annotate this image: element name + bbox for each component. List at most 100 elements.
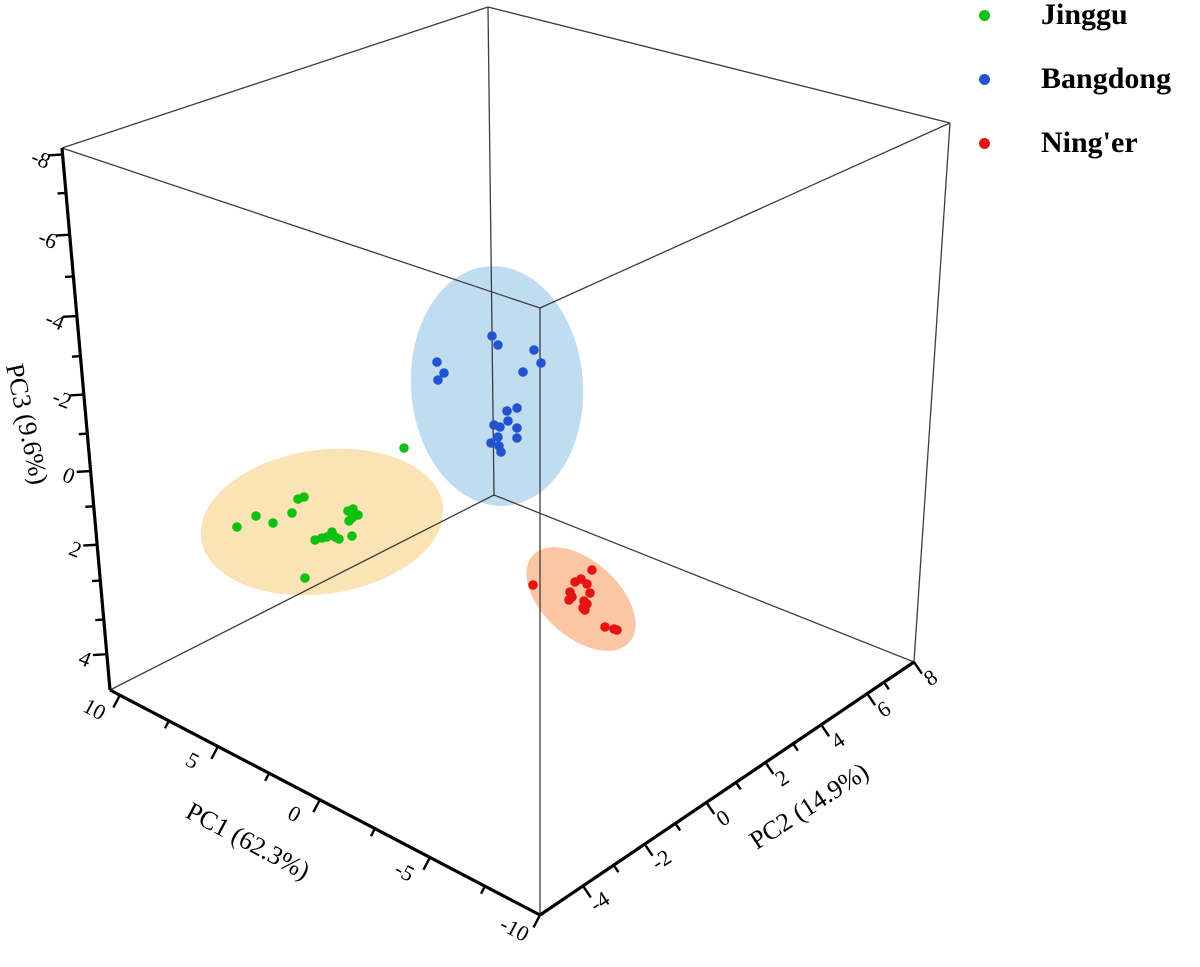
pc1-minor-tick xyxy=(479,885,487,895)
pc2-major-tick xyxy=(705,801,716,815)
pc3-axis xyxy=(60,147,112,691)
pc2-major-tick xyxy=(764,761,775,775)
pc2-minor-tick xyxy=(883,681,890,690)
data-point-bangdong xyxy=(433,375,443,385)
data-point-bangdong xyxy=(439,368,449,378)
pc2-minor-tick xyxy=(612,864,620,873)
data-point-jinggu xyxy=(300,573,310,583)
pc3-major-tick xyxy=(55,233,70,237)
data-point-ninger xyxy=(600,622,610,632)
pc3-tick-label: 0 xyxy=(59,462,79,489)
pc1-tick-label: 5 xyxy=(182,747,203,774)
data-point-jinggu xyxy=(232,522,242,532)
pc3-minor-tick xyxy=(57,191,67,195)
pc2-major-tick xyxy=(913,661,923,675)
pc1-tick-label: -10 xyxy=(496,911,534,947)
data-point-bangdong xyxy=(496,447,506,457)
pc1-minor-tick xyxy=(264,772,271,782)
cluster-ellipse-jinggu xyxy=(200,448,444,596)
data-point-bangdong xyxy=(536,358,546,368)
pc3-minor-tick xyxy=(91,579,101,583)
pc1-major-tick xyxy=(532,914,542,928)
box-edge xyxy=(493,494,915,663)
pc1-minor-tick xyxy=(163,720,170,729)
data-point-bangdong xyxy=(432,357,442,367)
pc3-minor-tick xyxy=(78,432,88,436)
legend-marker-bangdong-icon xyxy=(979,73,990,85)
pc3-tick-label: 2 xyxy=(66,535,86,562)
pc3-major-tick xyxy=(92,653,107,657)
data-point-ninger xyxy=(587,565,597,575)
pc3-axis-title: PC3 (9.6%) xyxy=(0,361,54,487)
pc2-tick-label: 8 xyxy=(919,664,942,691)
data-point-jinggu xyxy=(268,518,278,528)
pc1-major-tick xyxy=(112,694,121,709)
data-point-bangdong xyxy=(495,422,505,432)
pc2-tick-label: 2 xyxy=(771,764,794,791)
pc1-axis xyxy=(109,688,541,917)
data-point-ninger xyxy=(585,588,595,598)
pc1-tick-label: 0 xyxy=(284,800,305,827)
pc2-tick-label: 4 xyxy=(826,727,849,754)
data-point-bangdong xyxy=(502,406,512,416)
data-point-ninger xyxy=(564,595,574,605)
data-point-ninger xyxy=(528,580,538,590)
pc3-minor-tick xyxy=(71,354,81,358)
pc3-major-tick xyxy=(83,543,98,547)
pc2-tick-label: -2 xyxy=(647,844,676,875)
data-point-bangdong xyxy=(487,331,497,341)
data-point-bangdong xyxy=(512,423,522,433)
data-point-bangdong xyxy=(512,433,522,443)
pc1-tick-label: 10 xyxy=(79,693,110,725)
data-point-jinggu xyxy=(251,511,261,521)
legend-label-ninger: Ning'er xyxy=(1041,126,1138,159)
pc2-minor-tick xyxy=(674,822,682,832)
data-point-jinggu xyxy=(287,508,297,518)
pc3-minor-tick xyxy=(64,275,74,279)
legend-label-jinggu: Jinggu xyxy=(1041,0,1128,31)
pc1-major-tick xyxy=(312,799,321,813)
legend-item-ninger: Ning'er xyxy=(979,128,1200,158)
data-point-bangdong xyxy=(512,403,522,413)
pc2-minor-tick xyxy=(734,781,742,791)
legend-label-bangdong: Bangdong xyxy=(1041,62,1172,95)
box-edge xyxy=(487,6,495,496)
pc2-tick-label: 6 xyxy=(872,696,895,723)
pc2-minor-tick xyxy=(792,743,799,752)
box-edge xyxy=(61,147,541,309)
box-edge xyxy=(61,6,489,149)
pc3-major-tick xyxy=(48,153,63,157)
box-edge xyxy=(913,122,951,663)
data-point-jinggu xyxy=(299,492,309,502)
pc3-minor-tick xyxy=(95,618,104,622)
pc2-axis-title: PC2 (14.9%) xyxy=(744,757,874,855)
pc2-major-tick xyxy=(866,692,877,706)
pc2-major-tick xyxy=(820,724,831,738)
data-point-jinggu xyxy=(334,534,344,544)
pc3-tick-label: 4 xyxy=(75,645,95,672)
data-point-jinggu xyxy=(399,443,409,453)
box-edge xyxy=(539,122,951,309)
legend-item-jinggu: Jinggu xyxy=(979,0,1200,30)
data-point-bangdong xyxy=(518,367,528,377)
legend-marker-jinggu-icon xyxy=(979,9,990,21)
data-point-bangdong xyxy=(493,340,503,350)
pc2-tick-label: -4 xyxy=(585,886,614,917)
pc3-tick-label: -8 xyxy=(28,144,54,174)
pc2-major-tick xyxy=(643,843,654,857)
data-point-jinggu xyxy=(347,531,357,541)
legend-item-bangdong: Bangdong xyxy=(979,64,1200,94)
pc2-tick-label: 0 xyxy=(711,804,734,831)
pc1-major-tick xyxy=(210,745,219,760)
pc3-tick-label: -4 xyxy=(42,305,68,335)
pc3-tick-label: -6 xyxy=(35,224,61,254)
data-point-ninger xyxy=(612,625,622,635)
pc3-tick-label: -2 xyxy=(49,384,75,414)
pc2-major-tick xyxy=(582,885,592,899)
pc2-axis xyxy=(539,660,915,917)
box-edge xyxy=(487,6,951,124)
data-point-bangdong xyxy=(529,345,539,355)
data-point-ninger xyxy=(580,605,590,615)
pc1-minor-tick xyxy=(369,828,376,837)
